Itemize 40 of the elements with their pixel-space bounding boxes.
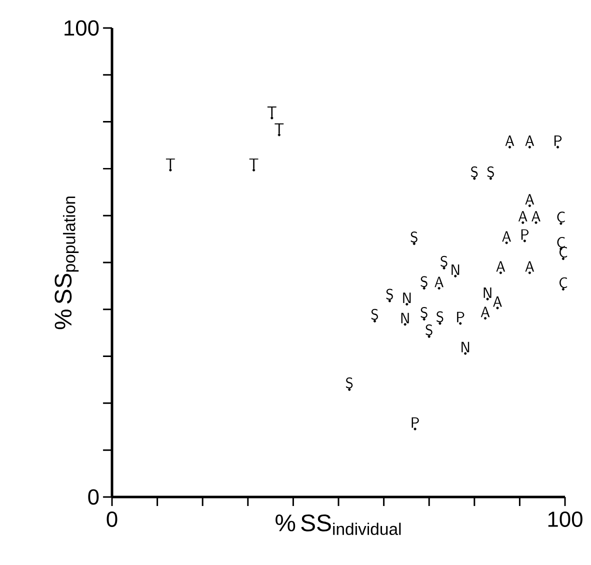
text: S (420, 276, 428, 288)
text: N (403, 292, 411, 304)
y-axis-title: $\%\,\mathrm{SS}_{\mathrm{population}}$ (54, 196, 79, 330)
text: S (487, 166, 494, 178)
text: S (371, 308, 378, 320)
x-axis-title: $\%\,\mathrm{SS}_{\mathrm{individual}}$ (276, 514, 401, 536)
text: S (346, 377, 353, 388)
text: A (480, 306, 490, 318)
text: A (518, 211, 528, 222)
text: N (484, 288, 492, 298)
series-label: N (452, 264, 460, 275)
text: A (434, 276, 444, 288)
text: P (412, 417, 419, 428)
text: T (267, 106, 276, 117)
text: C (557, 236, 565, 248)
text: S (410, 232, 418, 243)
series-label: P (554, 136, 562, 146)
text: A (532, 211, 540, 222)
text: N (462, 342, 470, 352)
text: S (426, 324, 432, 336)
text: T (274, 123, 284, 134)
text: P (457, 312, 464, 322)
text: C (560, 277, 568, 288)
text: A (505, 136, 514, 146)
text: A (525, 261, 534, 272)
text: S (440, 256, 448, 267)
text: A (496, 261, 506, 272)
text: C (557, 212, 565, 222)
text: N (401, 312, 409, 324)
series-label: A (493, 296, 502, 307)
text: S (471, 166, 478, 178)
series-label: S (436, 311, 444, 322)
text: S (386, 288, 393, 300)
text: A (502, 231, 511, 242)
text: A (525, 194, 534, 205)
text: S (420, 307, 428, 318)
text: T (249, 158, 258, 169)
text: A (525, 136, 534, 146)
series-label: T (166, 158, 175, 169)
text: P (521, 229, 529, 240)
